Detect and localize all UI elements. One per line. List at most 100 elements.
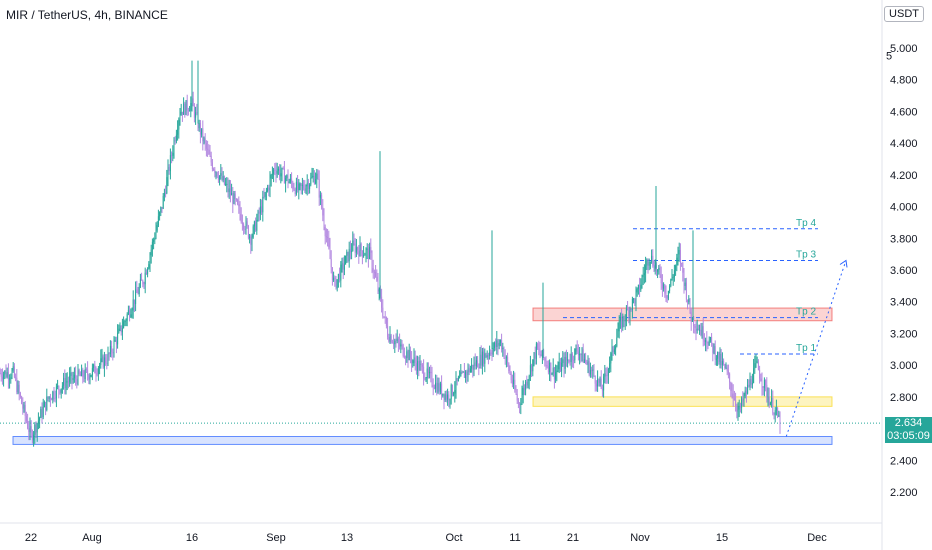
candle-body bbox=[765, 379, 767, 386]
candle-body bbox=[762, 386, 764, 388]
candle-body bbox=[613, 349, 615, 353]
candle-body bbox=[684, 282, 686, 286]
candle-body bbox=[177, 129, 179, 135]
candle-body bbox=[361, 250, 363, 257]
candle-body bbox=[354, 243, 356, 253]
candle-body bbox=[137, 292, 139, 294]
candle-body bbox=[31, 432, 33, 441]
candle-body bbox=[629, 309, 631, 317]
candle-body bbox=[371, 252, 373, 269]
candle-body bbox=[282, 167, 284, 169]
candle-body bbox=[732, 393, 734, 399]
candle-body bbox=[466, 371, 468, 375]
candle-body bbox=[673, 270, 675, 278]
candle-body bbox=[777, 407, 779, 417]
candle-body bbox=[492, 348, 494, 355]
candle-body bbox=[457, 377, 459, 381]
candle-body bbox=[64, 377, 66, 389]
candle-body bbox=[39, 417, 41, 421]
currency-unit-button[interactable]: USDT bbox=[884, 6, 924, 22]
candle-body bbox=[234, 193, 236, 200]
candle-body bbox=[261, 206, 263, 213]
candle-body bbox=[141, 279, 143, 281]
candle-body bbox=[45, 402, 47, 411]
x-tick-label: 13 bbox=[341, 532, 353, 544]
candle-body bbox=[699, 329, 701, 331]
candle-body bbox=[370, 247, 372, 253]
candle-body bbox=[108, 353, 110, 355]
candle-body bbox=[442, 393, 444, 396]
candle-body bbox=[22, 403, 24, 409]
candle-body bbox=[328, 237, 330, 248]
candle-body bbox=[112, 352, 114, 354]
candle-body bbox=[163, 192, 165, 197]
candle-body bbox=[6, 372, 8, 377]
candle-body bbox=[757, 361, 759, 370]
candle-body bbox=[579, 353, 581, 356]
candle-body bbox=[105, 357, 107, 363]
candle-body bbox=[657, 269, 659, 272]
x-tick-label: 21 bbox=[567, 532, 579, 544]
candle-body bbox=[576, 347, 578, 352]
candle-body bbox=[713, 346, 715, 353]
candle-body bbox=[483, 351, 485, 364]
candle-body bbox=[171, 155, 173, 157]
candle-body bbox=[653, 265, 655, 271]
candle-body bbox=[33, 434, 35, 441]
candle-body bbox=[73, 374, 75, 379]
zone-support[interactable] bbox=[12, 436, 833, 445]
candle-body bbox=[531, 365, 533, 372]
candle-body bbox=[201, 128, 203, 135]
candle-body bbox=[538, 348, 540, 350]
zone-support[interactable] bbox=[532, 396, 833, 407]
candle-body bbox=[71, 372, 73, 381]
candle-body bbox=[305, 186, 307, 191]
candle-body bbox=[85, 369, 87, 371]
candle-body bbox=[720, 354, 722, 366]
y-tick-label: 2.200 bbox=[890, 487, 918, 499]
candle-body bbox=[445, 394, 447, 400]
candle-body bbox=[97, 368, 99, 374]
candle-body bbox=[429, 371, 431, 374]
candle-body bbox=[601, 388, 603, 391]
symbol-title[interactable]: MIR / TetherUS, 4h, BINANCE bbox=[6, 8, 168, 22]
candle-body bbox=[733, 398, 735, 401]
candle-body bbox=[471, 364, 473, 369]
candle-body bbox=[36, 423, 38, 433]
candle-body bbox=[712, 343, 714, 353]
candle-body bbox=[395, 340, 397, 342]
candle-body bbox=[413, 357, 415, 361]
candle-body bbox=[534, 352, 536, 359]
candle-body bbox=[88, 375, 90, 380]
candle-body bbox=[336, 279, 338, 289]
candle-body bbox=[390, 335, 392, 343]
candle-body bbox=[672, 277, 674, 279]
candle-body bbox=[425, 378, 427, 380]
candle-body bbox=[700, 329, 702, 336]
candle-body bbox=[375, 271, 377, 277]
candle-body bbox=[438, 383, 440, 392]
candle-body bbox=[166, 177, 168, 194]
zone-resistance[interactable] bbox=[532, 307, 833, 322]
candle-body bbox=[189, 110, 191, 112]
candle-body bbox=[351, 250, 353, 253]
y-tick-label: 3.600 bbox=[890, 265, 918, 277]
candle-body bbox=[257, 211, 259, 220]
candle-body bbox=[593, 369, 595, 376]
candle-body bbox=[598, 378, 600, 383]
candle-body bbox=[387, 325, 389, 338]
candle-body bbox=[703, 340, 705, 342]
candle-body bbox=[81, 369, 83, 377]
candle-body bbox=[414, 357, 416, 363]
candle-body bbox=[533, 352, 535, 360]
candle-body bbox=[510, 373, 512, 381]
candle-body bbox=[667, 290, 669, 299]
candle-body bbox=[754, 363, 756, 369]
candle-body bbox=[575, 347, 577, 349]
candle-body bbox=[309, 184, 311, 190]
candle-body bbox=[769, 402, 771, 406]
candle-body bbox=[641, 276, 643, 285]
candle-body bbox=[519, 403, 521, 405]
candle-body bbox=[523, 387, 525, 391]
